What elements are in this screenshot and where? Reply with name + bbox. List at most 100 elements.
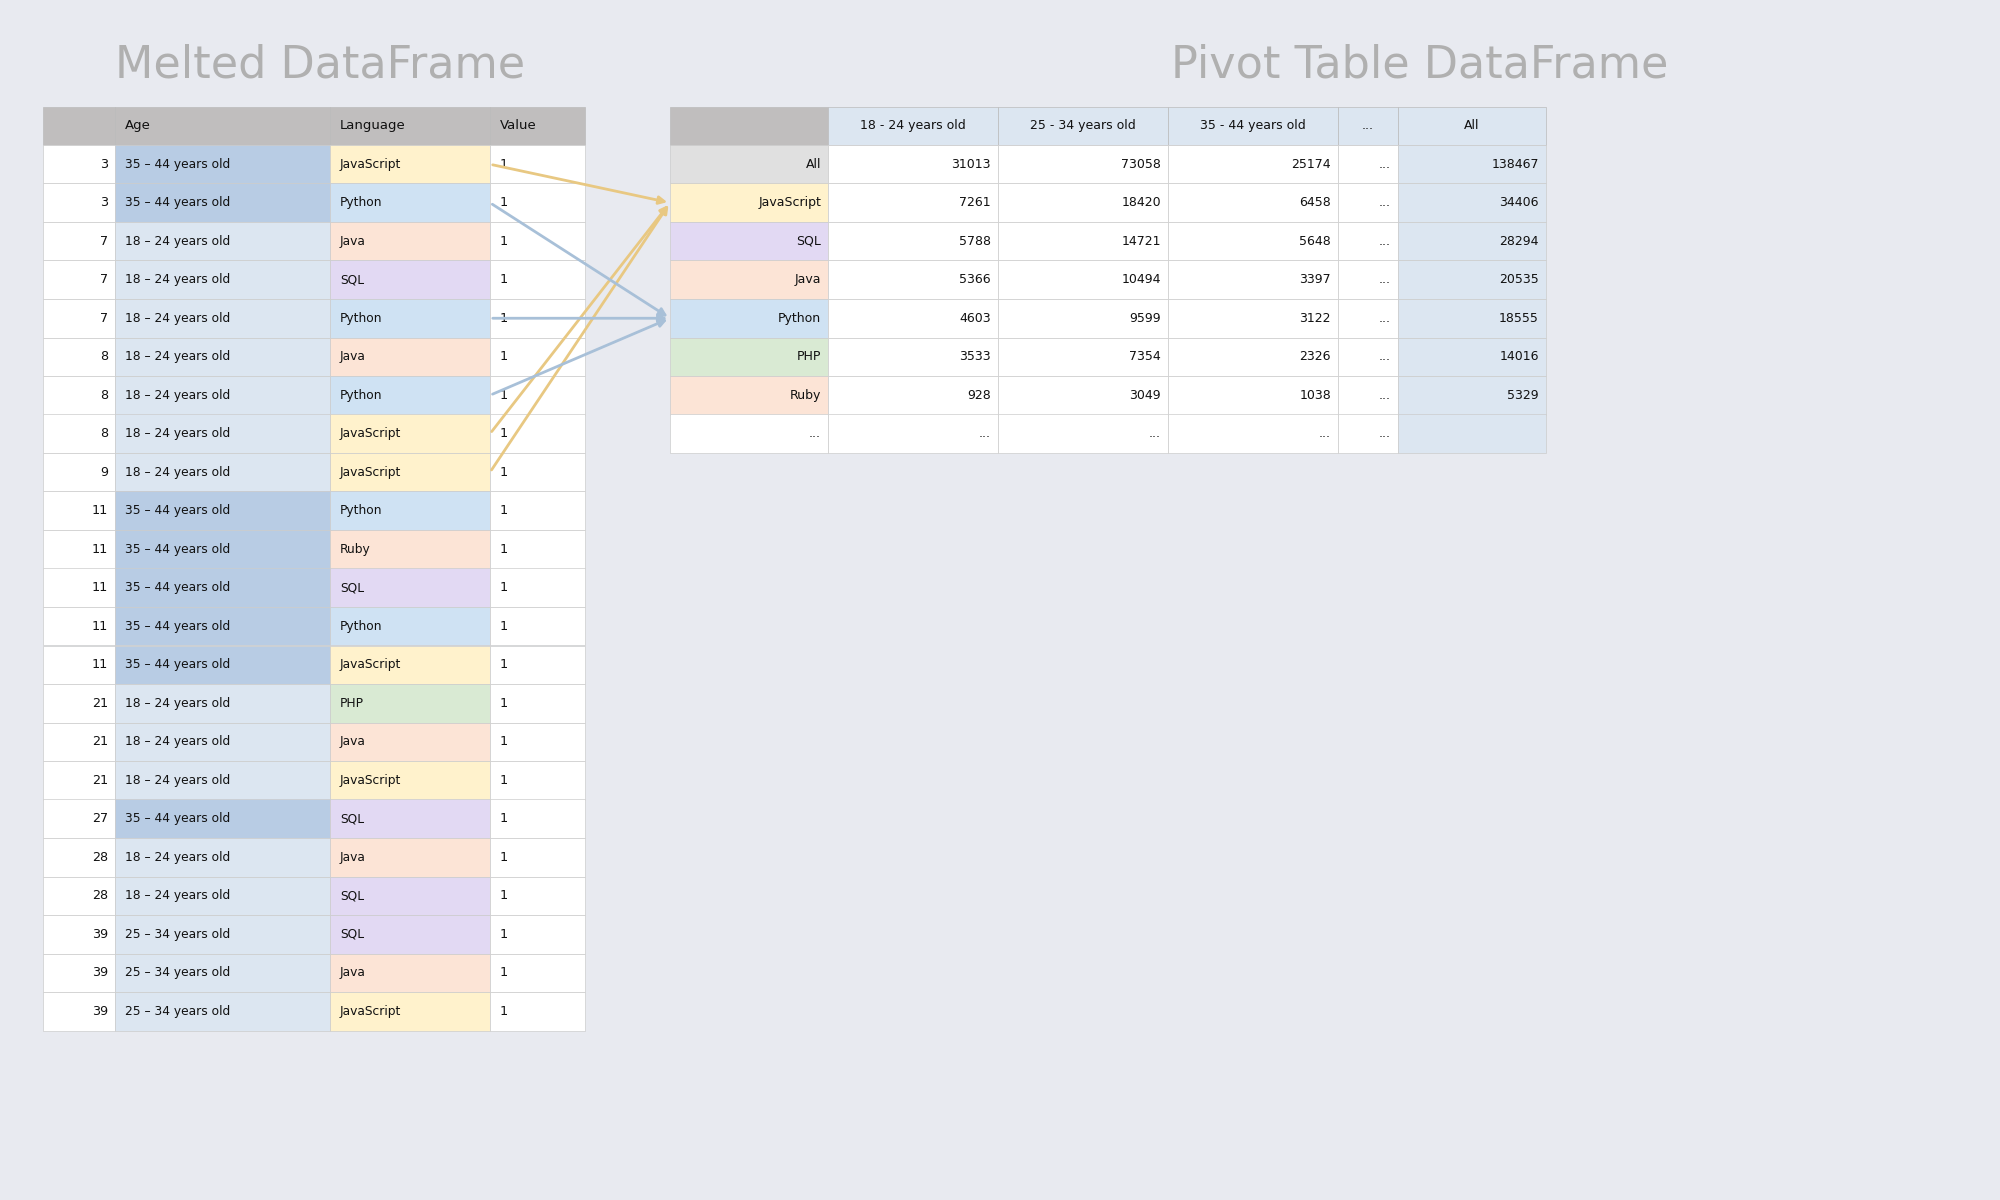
Text: 11: 11 xyxy=(92,504,108,517)
Text: 35 – 44 years old: 35 – 44 years old xyxy=(124,619,230,632)
Bar xyxy=(330,799,490,838)
Bar xyxy=(114,337,330,376)
Text: ...: ... xyxy=(810,427,822,440)
Text: 35 – 44 years old: 35 – 44 years old xyxy=(124,542,230,556)
Bar xyxy=(490,992,584,1031)
Text: Java: Java xyxy=(340,736,366,749)
Text: 18 – 24 years old: 18 – 24 years old xyxy=(124,350,230,364)
Text: JavaScript: JavaScript xyxy=(340,659,402,671)
Text: 10494: 10494 xyxy=(1122,274,1160,287)
Text: ...: ... xyxy=(1318,427,1330,440)
Bar xyxy=(114,492,330,530)
Text: 1: 1 xyxy=(500,350,508,364)
Bar xyxy=(1168,260,1338,299)
Bar xyxy=(1398,107,1546,145)
Text: 3397: 3397 xyxy=(1300,274,1330,287)
Text: 11: 11 xyxy=(92,659,108,671)
Text: 18 – 24 years old: 18 – 24 years old xyxy=(124,312,230,325)
Bar xyxy=(490,799,584,838)
Text: 25 – 34 years old: 25 – 34 years old xyxy=(124,1004,230,1018)
Text: 4603: 4603 xyxy=(960,312,992,325)
Bar xyxy=(44,684,116,722)
Bar xyxy=(1168,414,1338,452)
Text: ...: ... xyxy=(1378,350,1390,364)
Bar xyxy=(114,299,330,337)
Bar xyxy=(44,107,116,145)
Bar xyxy=(1338,107,1398,145)
Text: 928: 928 xyxy=(968,389,992,402)
Text: 1: 1 xyxy=(500,774,508,787)
Text: 20535: 20535 xyxy=(1500,274,1540,287)
Bar xyxy=(44,954,116,992)
Bar xyxy=(330,530,490,569)
Text: 5329: 5329 xyxy=(1508,389,1540,402)
Bar xyxy=(1168,299,1338,337)
Bar xyxy=(490,914,584,954)
Text: 1: 1 xyxy=(500,889,508,902)
Bar xyxy=(44,646,116,684)
Text: ...: ... xyxy=(980,427,992,440)
Text: 35 - 44 years old: 35 - 44 years old xyxy=(1200,119,1306,132)
Text: 1: 1 xyxy=(500,966,508,979)
Text: 138467: 138467 xyxy=(1492,157,1540,170)
Text: JavaScript: JavaScript xyxy=(340,466,402,479)
Text: JavaScript: JavaScript xyxy=(340,427,402,440)
Text: PHP: PHP xyxy=(796,350,822,364)
Text: 3: 3 xyxy=(100,197,108,209)
Text: ...: ... xyxy=(1378,197,1390,209)
Text: 21: 21 xyxy=(92,774,108,787)
Bar xyxy=(330,414,490,452)
Text: ...: ... xyxy=(1378,312,1390,325)
Text: ...: ... xyxy=(1148,427,1160,440)
Bar xyxy=(44,607,116,646)
Text: Ruby: Ruby xyxy=(790,389,822,402)
Text: SQL: SQL xyxy=(340,928,364,941)
Text: 7354: 7354 xyxy=(1130,350,1160,364)
Bar xyxy=(490,722,584,761)
Bar xyxy=(490,492,584,530)
Bar xyxy=(490,954,584,992)
Text: 73058: 73058 xyxy=(1122,157,1160,170)
Text: 18420: 18420 xyxy=(1122,197,1160,209)
Bar xyxy=(330,222,490,260)
Text: 25 – 34 years old: 25 – 34 years old xyxy=(124,966,230,979)
Bar xyxy=(114,107,330,145)
Text: 1: 1 xyxy=(500,659,508,671)
Bar xyxy=(330,260,490,299)
Bar xyxy=(330,876,490,914)
Bar xyxy=(114,414,330,452)
Text: 5366: 5366 xyxy=(960,274,992,287)
Text: Java: Java xyxy=(340,851,366,864)
Text: Java: Java xyxy=(340,235,366,247)
Bar xyxy=(44,260,116,299)
Text: 1: 1 xyxy=(500,812,508,826)
Text: 21: 21 xyxy=(92,736,108,749)
Bar xyxy=(114,530,330,569)
Text: 21: 21 xyxy=(92,697,108,709)
Text: Java: Java xyxy=(794,274,822,287)
Bar xyxy=(1168,107,1338,145)
Bar xyxy=(330,914,490,954)
Text: 8: 8 xyxy=(100,427,108,440)
Bar xyxy=(114,569,330,607)
Bar xyxy=(998,222,1168,260)
Bar xyxy=(828,145,998,184)
Bar xyxy=(330,299,490,337)
Text: 25 – 34 years old: 25 – 34 years old xyxy=(124,928,230,941)
Bar xyxy=(828,222,998,260)
Text: 1: 1 xyxy=(500,1004,508,1018)
Text: SQL: SQL xyxy=(340,274,364,287)
Bar xyxy=(1168,337,1338,376)
Text: 1: 1 xyxy=(500,274,508,287)
Bar xyxy=(44,838,116,876)
Bar xyxy=(490,376,584,414)
Bar xyxy=(1338,222,1398,260)
Text: 39: 39 xyxy=(92,966,108,979)
Text: 2326: 2326 xyxy=(1300,350,1330,364)
Bar xyxy=(114,452,330,492)
Bar xyxy=(1168,184,1338,222)
Text: 14721: 14721 xyxy=(1122,235,1160,247)
Bar xyxy=(998,145,1168,184)
Text: Java: Java xyxy=(340,966,366,979)
Text: ...: ... xyxy=(1378,235,1390,247)
